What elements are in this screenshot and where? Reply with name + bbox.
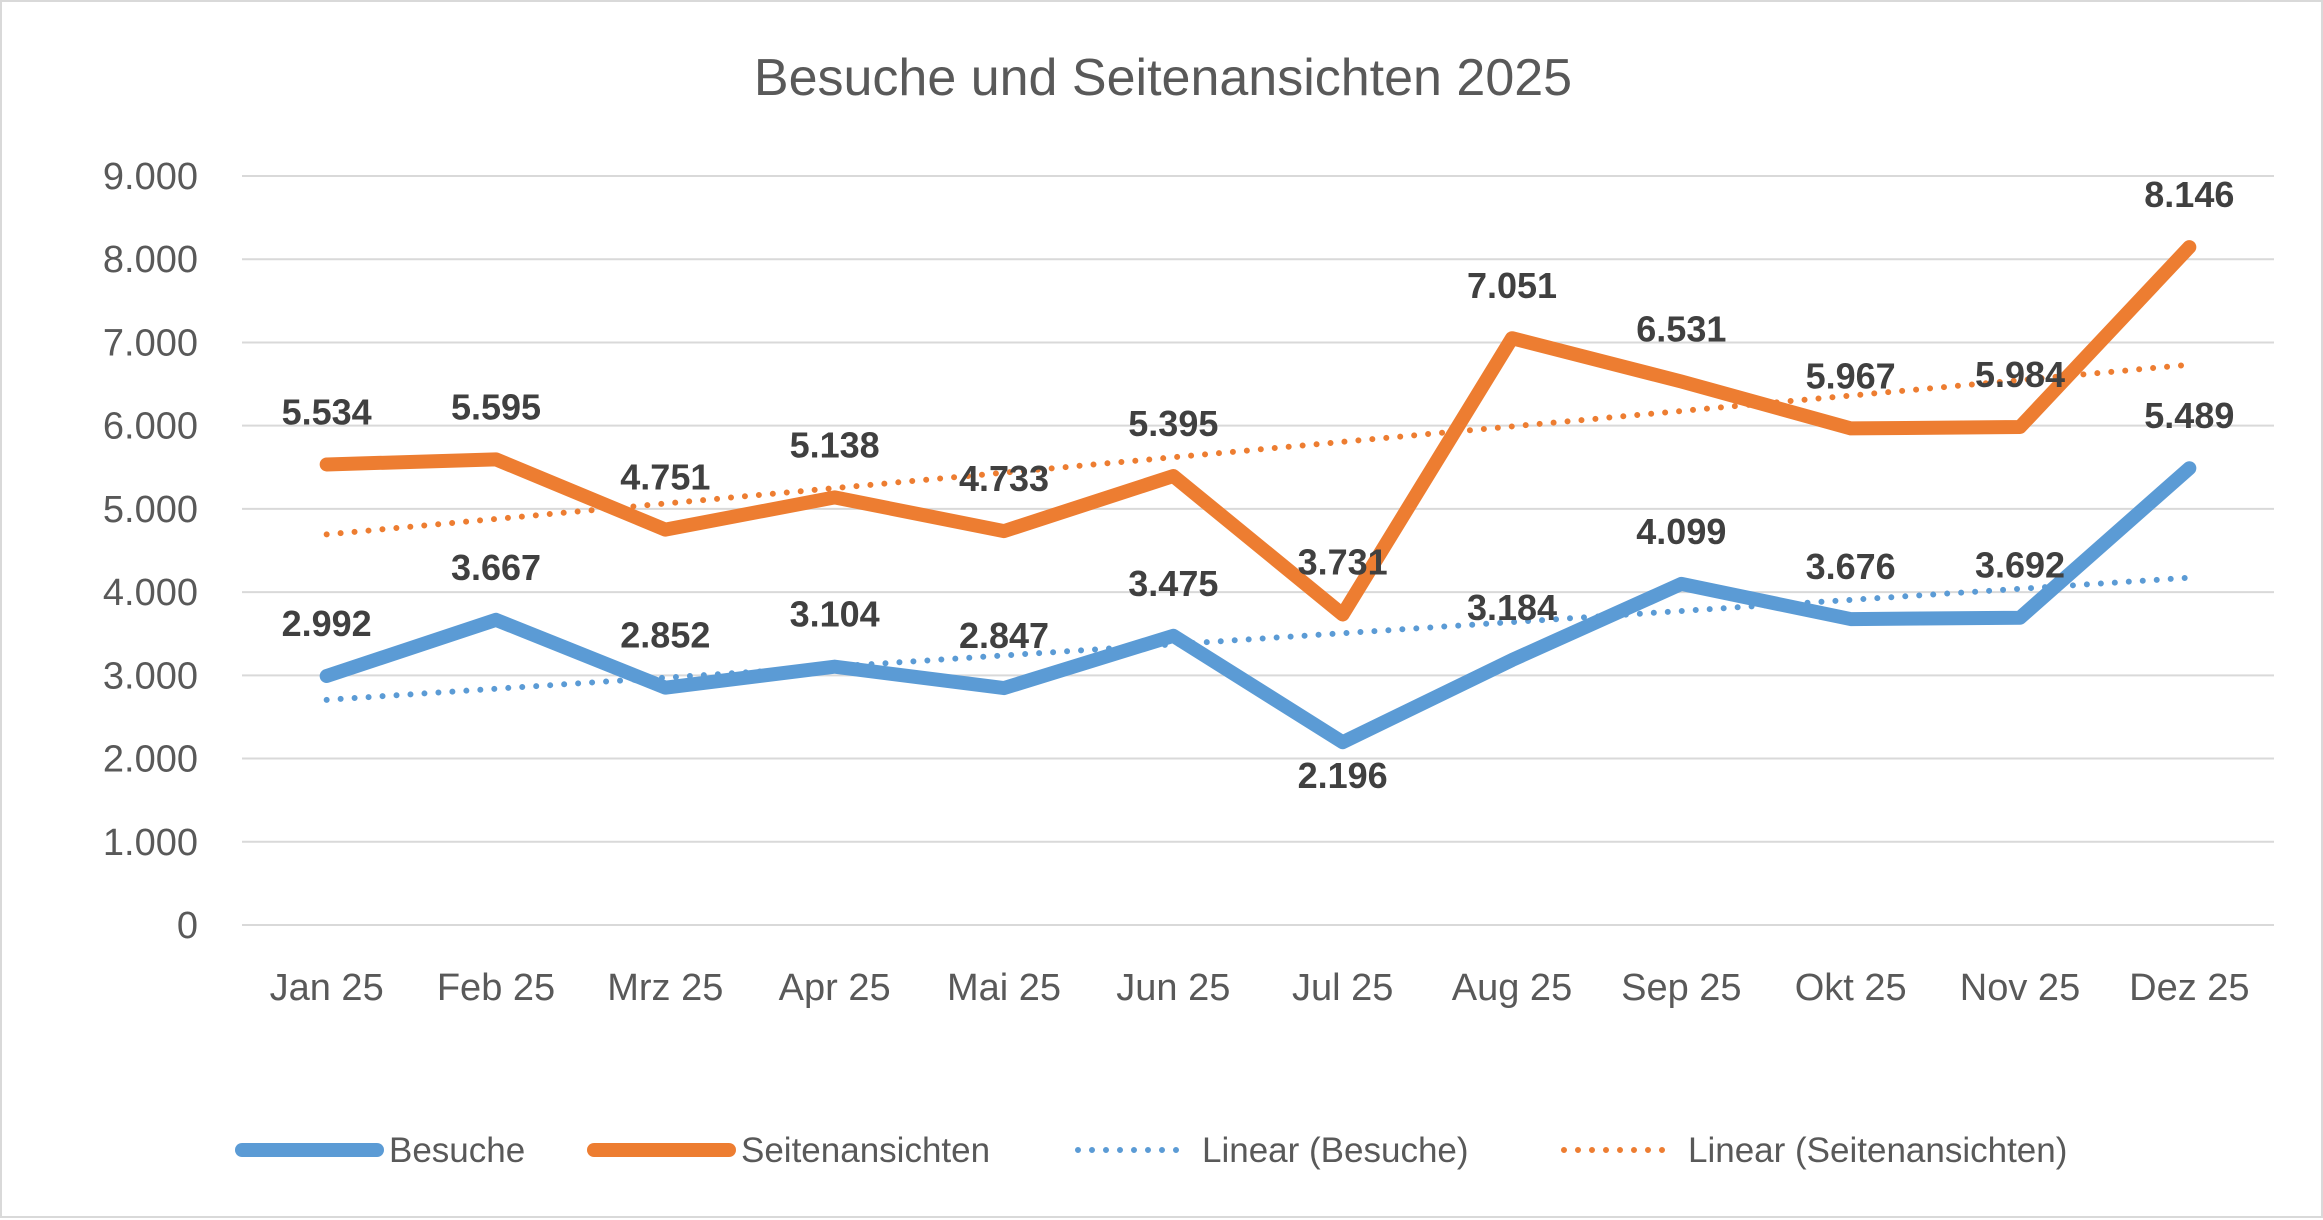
y-tick-label: 8.000 [103, 239, 198, 281]
x-tick-label: Jan 25 [270, 967, 384, 1009]
x-tick-label: Mai 25 [947, 967, 1061, 1009]
x-tick-label: Feb 25 [437, 967, 555, 1009]
x-tick-label: Dez 25 [2129, 967, 2249, 1009]
x-tick-label: Aug 25 [1452, 967, 1572, 1009]
data-label-seitenansichten: 5.534 [282, 391, 372, 432]
x-tick-label: Apr 25 [779, 967, 891, 1009]
data-label-seitenansichten: 5.395 [1128, 403, 1218, 444]
y-tick-label: 1.000 [103, 822, 198, 864]
x-tick-label: Jun 25 [1116, 967, 1230, 1009]
series-line-besuche [319, 461, 2197, 750]
y-tick-label: 7.000 [103, 322, 198, 364]
x-tick-label: Sep 25 [1621, 967, 1741, 1009]
legend-label: Linear (Besuche) [1202, 1131, 1469, 1170]
data-label-besuche: 5.489 [2144, 395, 2234, 436]
legend: Besuche Seitenansichten Linear (Besuche) Li… [235, 1131, 2067, 1170]
y-axis-ticks: 0 1.000 2.000 3.000 4.000 5.000 6.000 7.000 8.00… [103, 156, 198, 947]
data-label-besuche: 4.099 [1636, 511, 1726, 552]
legend-item-linear-besuche: Linear (Besuche) [1075, 1131, 1469, 1170]
y-tick-label: 3.000 [103, 655, 198, 697]
data-label-seitenansichten: 5.595 [451, 386, 541, 427]
y-tick-label: 2.000 [103, 739, 198, 781]
data-labels: 2.992 3.667 2.852 3.104 2.847 3.475 2.196 3.184… [282, 174, 2235, 796]
data-label-seitenansichten: 5.967 [1806, 355, 1896, 396]
trendline-seitenansichten [323, 361, 2193, 538]
y-tick-label: 0 [177, 905, 198, 947]
y-tick-label: 5.000 [103, 489, 198, 531]
data-label-seitenansichten: 7.051 [1467, 265, 1557, 306]
data-label-seitenansichten: 3.731 [1298, 541, 1388, 582]
y-tick-label: 6.000 [103, 406, 198, 448]
data-label-seitenansichten: 6.531 [1636, 308, 1726, 349]
data-label-besuche: 3.184 [1467, 587, 1557, 628]
legend-item-besuche: Besuche [235, 1131, 525, 1170]
x-tick-label: Mrz 25 [607, 967, 723, 1009]
legend-label: Seitenansichten [741, 1131, 990, 1170]
legend-label: Linear (Seitenansichten) [1688, 1131, 2067, 1170]
chart-title: Besuche und Seitenansichten 2025 [754, 49, 1572, 107]
trendline-besuche [323, 574, 2193, 703]
data-label-besuche: 2.992 [282, 603, 372, 644]
gridlines [242, 175, 2274, 926]
x-tick-label: Jul 25 [1292, 967, 1393, 1009]
x-axis-ticks: Jan 25 Feb 25 Mrz 25 Apr 25 Mai 25 Jun 25 Jul … [270, 967, 2250, 1009]
data-label-besuche: 3.475 [1128, 563, 1218, 604]
data-label-seitenansichten: 4.751 [620, 457, 710, 498]
trendlines [323, 361, 2193, 703]
y-tick-label: 9.000 [103, 156, 198, 198]
data-label-seitenansichten: 5.138 [790, 424, 880, 465]
data-label-besuche: 2.852 [620, 615, 710, 656]
data-label-seitenansichten: 4.733 [959, 458, 1049, 499]
data-label-besuche: 3.676 [1806, 546, 1896, 587]
y-tick-label: 4.000 [103, 572, 198, 614]
data-label-besuche: 3.667 [451, 547, 541, 588]
legend-item-seitenansichten: Seitenansichten [587, 1131, 990, 1170]
legend-item-linear-seitenansichten: Linear (Seitenansichten) [1561, 1131, 2067, 1170]
data-label-besuche: 3.692 [1975, 545, 2065, 586]
series-lines [319, 240, 2197, 750]
data-label-besuche: 3.104 [790, 594, 880, 635]
data-label-besuche: 2.847 [959, 615, 1049, 656]
data-label-seitenansichten: 5.984 [1975, 354, 2065, 395]
data-label-besuche: 2.196 [1298, 755, 1388, 796]
series-line-seitenansichten [319, 240, 2197, 622]
legend-label: Besuche [389, 1131, 525, 1170]
x-tick-label: Okt 25 [1795, 967, 1907, 1009]
data-label-seitenansichten: 8.146 [2144, 174, 2234, 215]
x-tick-label: Nov 25 [1960, 967, 2080, 1009]
